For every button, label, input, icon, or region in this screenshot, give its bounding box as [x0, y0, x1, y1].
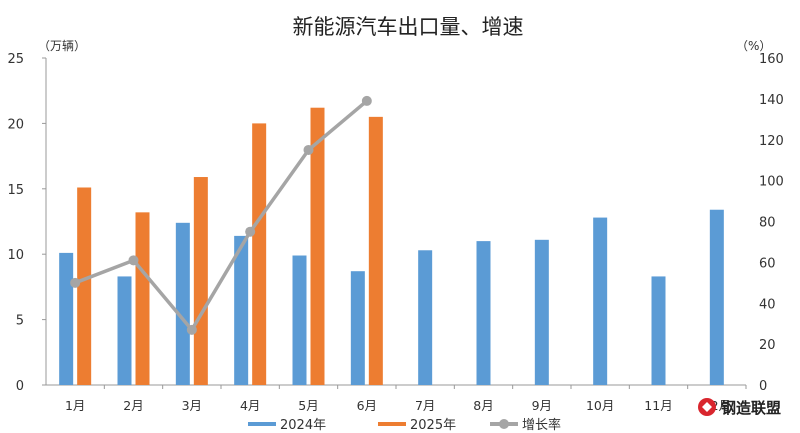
right-tick-label: 120	[759, 134, 784, 149]
category-label: 8月	[473, 398, 493, 413]
growth-point	[303, 144, 314, 155]
right-tick-label: 60	[759, 256, 776, 271]
left-axis-ticks: 0 5 10 15 20 25	[7, 52, 46, 394]
bar	[534, 239, 549, 385]
bar	[418, 250, 433, 385]
bar	[651, 276, 666, 385]
category-label: 3月	[182, 398, 202, 413]
legend-label: 2024年	[280, 418, 326, 433]
right-tick-label: 140	[759, 93, 784, 108]
left-tick-label: 20	[7, 117, 24, 132]
legend-marker	[499, 419, 509, 429]
right-axis-ticks: 0 20 40 60 80 100 120 140 160	[759, 52, 784, 394]
category-labels: 1月 2月 3月 4月 5月 6月 7月 8月 9月 10月 11月 12月	[65, 385, 747, 413]
category-label: 4月	[240, 398, 260, 413]
category-label: 10月	[586, 398, 614, 413]
category-label: 6月	[357, 398, 377, 413]
bar	[252, 123, 267, 386]
legend: 2024年 2025年 增长率	[248, 417, 561, 433]
right-tick-label: 160	[759, 52, 784, 67]
growth-point	[128, 255, 139, 266]
bar	[350, 271, 365, 385]
bar	[234, 235, 249, 385]
category-label: 2月	[123, 398, 143, 413]
right-axis-unit: （%）	[736, 39, 771, 53]
growth-line	[74, 99, 368, 332]
category-label: 5月	[298, 398, 318, 413]
growth-point	[186, 324, 197, 335]
legend-label: 增长率	[522, 417, 561, 433]
bar	[193, 177, 208, 385]
category-label: 11月	[644, 398, 672, 413]
left-tick-label: 0	[16, 379, 24, 394]
watermark: 钢造联盟	[698, 398, 781, 417]
left-tick-label: 5	[16, 314, 24, 329]
bar	[292, 255, 307, 385]
left-tick-label: 15	[7, 183, 24, 198]
bar	[368, 116, 383, 386]
category-label: 7月	[415, 398, 435, 413]
right-tick-label: 40	[759, 297, 776, 312]
bar	[77, 187, 92, 385]
right-tick-label: 100	[759, 175, 784, 190]
bar	[59, 252, 74, 385]
category-label: 9月	[532, 398, 552, 413]
chart-title: 新能源汽车出口量、增速	[293, 15, 524, 39]
bar	[709, 209, 724, 385]
bar	[117, 276, 132, 385]
watermark-text: 钢造联盟	[721, 399, 781, 417]
bar	[135, 212, 150, 385]
category-label: 1月	[65, 398, 85, 413]
left-tick-label: 25	[7, 52, 24, 67]
legend-label: 2025年	[410, 418, 456, 433]
growth-point	[70, 277, 81, 288]
bar	[310, 107, 325, 385]
left-axis-unit: （万辆）	[38, 39, 86, 53]
right-tick-label: 80	[759, 216, 776, 231]
right-tick-label: 20	[759, 338, 776, 353]
growth-line-series	[70, 95, 372, 335]
right-tick-label: 0	[759, 379, 767, 394]
left-tick-label: 10	[7, 248, 24, 263]
bar-series	[59, 107, 724, 386]
watermark-logo-mark	[702, 402, 712, 412]
bar	[476, 241, 491, 385]
bar	[593, 217, 608, 385]
bar	[175, 222, 190, 385]
growth-point	[361, 95, 372, 106]
growth-point	[245, 226, 256, 237]
